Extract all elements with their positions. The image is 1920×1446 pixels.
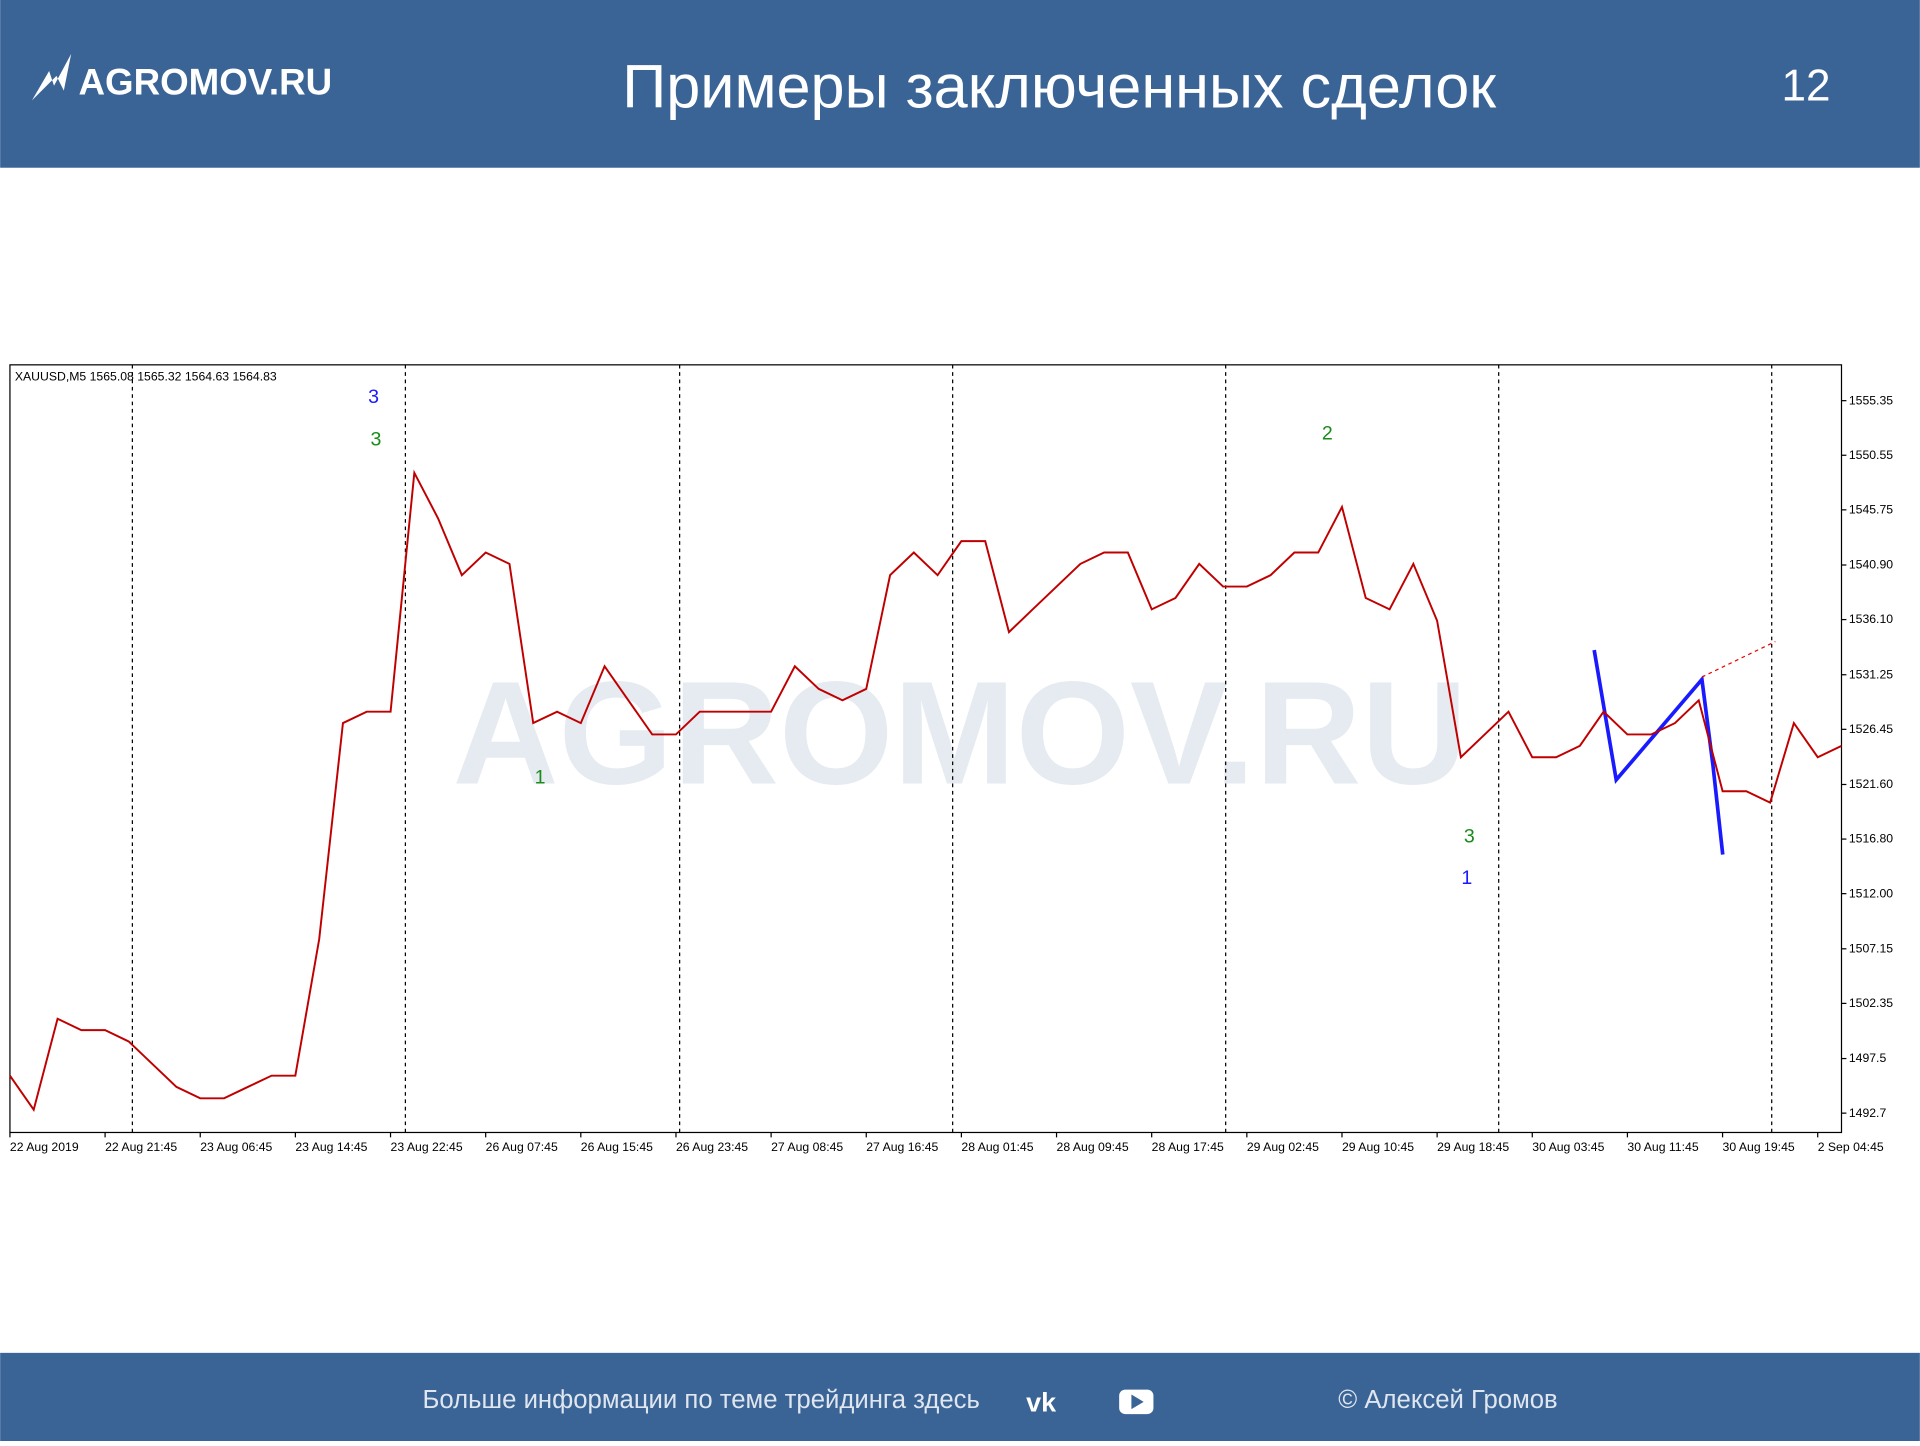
copyright: © Алексей Громов [1338,1386,1557,1414]
vk-icon[interactable]: vk [1026,1388,1056,1418]
youtube-play [1131,1394,1144,1410]
x-tick-label: 28 Aug 09:45 [1057,1140,1129,1154]
y-tick-label: 1545.75 [1849,503,1893,517]
y-tick-label: 1516.80 [1849,832,1893,846]
y-tick-label: 1540.90 [1849,558,1893,572]
wave-label: 3 [368,386,379,408]
x-tick-label: 28 Aug 01:45 [961,1140,1033,1154]
plot-frame [9,364,1843,1134]
x-tick-label: 29 Aug 02:45 [1247,1140,1319,1154]
x-tick-label: 26 Aug 15:45 [581,1140,653,1154]
y-tick-label: 1512.00 [1849,886,1893,900]
x-tick-label: 22 Aug 2019 [10,1140,79,1154]
x-tick-label: 29 Aug 18:45 [1437,1140,1509,1154]
y-tick-label: 1521.60 [1849,777,1893,791]
x-tick-label: 26 Aug 23:45 [676,1140,748,1154]
y-tick-label: 1536.10 [1849,612,1893,626]
period-separators [131,364,1773,1133]
x-tick-label: 2 Sep 04:45 [1818,1140,1884,1154]
y-tick-label: 1531.25 [1849,667,1893,681]
wave-label: 3 [371,429,382,451]
x-tick-label: 27 Aug 08:45 [771,1140,843,1154]
x-tick-label: 26 Aug 07:45 [486,1140,558,1154]
y-tick-label: 1507.15 [1849,941,1893,955]
wave-label: 1 [1461,867,1472,889]
price-line [9,469,1842,1113]
wave-label: 3 [1464,825,1475,847]
trend-line [1701,640,1776,678]
y-tick-label: 1492.7 [1849,1106,1887,1120]
header-bar [0,0,1920,168]
footer-bar [0,1352,1920,1441]
y-tick-label: 1526.45 [1849,722,1893,736]
x-tick-label: 30 Aug 03:45 [1532,1140,1604,1154]
y-tick-label: 1555.35 [1849,393,1893,407]
x-tick-label: 23 Aug 06:45 [200,1140,272,1154]
chart-title: XAUUSD,M5 1565.08 1565.32 1564.63 1564.8… [15,370,277,384]
watermark: AGROMOV.RU [453,652,1468,816]
wave-label: 1 [535,767,546,789]
x-tick-label: 22 Aug 21:45 [105,1140,177,1154]
x-tick-label: 28 Aug 17:45 [1152,1140,1224,1154]
chart: AGROMOV.RU XAUUSD,M5 1565.08 1565.32 156… [9,364,1893,1154]
y-tick-label: 1497.5 [1849,1051,1887,1065]
page-number: 12 [1781,61,1830,110]
x-tick-label: 30 Aug 11:45 [1627,1140,1698,1154]
y-tick-label: 1550.55 [1849,448,1893,462]
x-tick-label: 30 Aug 19:45 [1723,1140,1795,1154]
wave-label: 2 [1322,423,1333,445]
slide-title: Примеры заключенных сделок [622,53,1497,121]
logo-icon [31,53,72,101]
logo: AGROMOV.RU [79,61,333,102]
footer-text: Больше информации по теме трейдинга здес… [423,1386,980,1414]
x-tick-label: 29 Aug 10:45 [1342,1140,1414,1154]
y-tick-label: 1502.35 [1849,996,1893,1010]
zigzag [1592,649,1725,855]
x-tick-label: 23 Aug 22:45 [391,1140,463,1154]
x-tick-label: 23 Aug 14:45 [295,1140,367,1154]
x-tick-label: 27 Aug 16:45 [866,1140,938,1154]
